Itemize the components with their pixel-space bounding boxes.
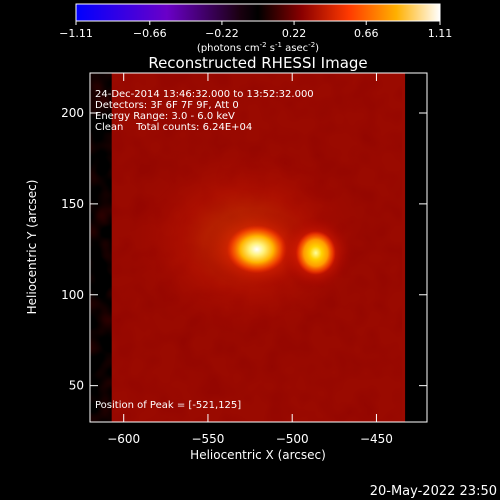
annotation-time-range: 24-Dec-2014 13:46:32.000 to 13:52:32.000 bbox=[95, 89, 314, 100]
x-tick-label: −600 bbox=[107, 432, 140, 446]
plot-frame bbox=[89, 72, 428, 423]
y-axis-label: Heliocentric Y (arcsec) bbox=[25, 180, 39, 315]
y-tick-label: 50 bbox=[69, 379, 84, 393]
colorbar-unit-label: (photons cm-2 s-1 asec-2) bbox=[197, 41, 319, 54]
source-2 bbox=[295, 230, 336, 275]
footer-timestamp: 20-May-2022 23:50 bbox=[370, 484, 497, 499]
colorbar-tick-label: 1.11 bbox=[428, 27, 453, 40]
colorbar-tick-label: −0.66 bbox=[133, 27, 167, 40]
axis-ticks: −600 −550 −500 −450 50 100 150 200 bbox=[61, 73, 427, 446]
x-tick-label: −450 bbox=[360, 432, 393, 446]
x-tick-label: −550 bbox=[191, 432, 224, 446]
annotation-detectors: Detectors: 3F 6F 7F 9F, Att 0 bbox=[95, 100, 239, 111]
y-tick-label: 200 bbox=[61, 106, 84, 120]
heatmap-image bbox=[90, 73, 427, 422]
peak-position-label: Position of Peak = [-521,125] bbox=[95, 400, 241, 411]
y-tick-label: 100 bbox=[61, 288, 84, 302]
x-tick-label: −500 bbox=[276, 432, 309, 446]
annotation-energy-range: Energy Range: 3.0 - 6.0 keV bbox=[95, 111, 235, 122]
colorbar-tick-label: −0.22 bbox=[205, 27, 239, 40]
annotation-clean-counts: Clean Total counts: 6.24E+04 bbox=[95, 122, 252, 133]
colorbar-tick-label: 0.66 bbox=[354, 27, 379, 40]
chart-title: Reconstructed RHESSI Image bbox=[148, 54, 367, 72]
x-axis-label: Heliocentric X (arcsec) bbox=[190, 448, 326, 462]
colorbar-tick-label: 0.22 bbox=[282, 27, 307, 40]
colorbar-ticks: −1.11 −0.66 −0.22 0.22 0.66 1.11 bbox=[59, 21, 452, 40]
colorbar-tick-label: −1.11 bbox=[59, 27, 93, 40]
colorbar-gradient bbox=[75, 3, 441, 22]
y-tick-label: 150 bbox=[61, 197, 84, 211]
source-1 bbox=[226, 225, 287, 274]
